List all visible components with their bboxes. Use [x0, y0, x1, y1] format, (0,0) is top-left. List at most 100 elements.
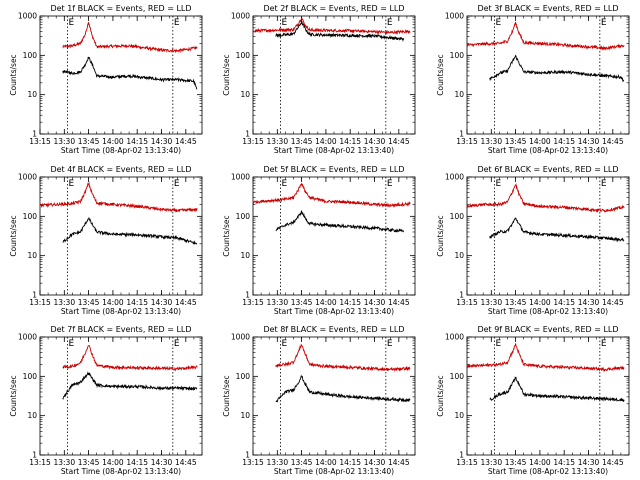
y-tick-label: 1000 [231, 12, 250, 21]
x-tick-label: 13:45 [78, 298, 100, 307]
x-tick-label: 14:15 [553, 458, 575, 467]
y-tick-label: 1 [245, 451, 250, 460]
x-tick-label: 13:45 [291, 298, 313, 307]
events-series-line [275, 20, 405, 42]
panel-det-3f: Det 3f BLACK = Events, RED = LLD 1 10 100 10… [436, 4, 630, 155]
panel-title: Det 2f BLACK = Events, RED = LLD [263, 4, 404, 13]
x-tick-label: 14:15 [339, 137, 361, 146]
x-axis-label: Start Time (08-Apr-02 13:13:40) [274, 467, 394, 476]
events-series-line [489, 217, 625, 243]
y-tick-label: 1000 [231, 333, 250, 342]
x-tick-label: 13:45 [291, 458, 313, 467]
x-tick-label: 14:30 [364, 298, 386, 307]
y-tick-label: 10 [27, 90, 37, 99]
event-marker-label: E [496, 339, 502, 349]
y-tick-label: 100 [23, 212, 38, 221]
y-tick-label: 1000 [18, 173, 37, 182]
y-tick-label: 100 [236, 212, 251, 221]
x-tick-label: 14:00 [102, 298, 124, 307]
lld-series-line [252, 17, 411, 36]
y-tick-label: 10 [454, 90, 464, 99]
y-tick-label: 100 [450, 51, 465, 60]
lld-series-line [62, 22, 198, 54]
x-tick-label: 14:30 [578, 298, 600, 307]
event-marker-label: E [69, 18, 75, 28]
y-tick-label: 10 [454, 251, 464, 260]
lld-series-line [466, 183, 625, 213]
lld-series-line [275, 343, 411, 373]
x-tick-label: 13:30 [53, 137, 75, 146]
events-series-line [62, 56, 198, 90]
y-tick-label: 1000 [231, 173, 250, 182]
x-tick-label: 13:15 [29, 458, 51, 467]
x-tick-label: 14:45 [388, 137, 410, 146]
x-tick-label: 14:45 [175, 298, 197, 307]
x-tick-label: 14:30 [151, 458, 173, 467]
panel-title: Det 1f BLACK = Events, RED = LLD [50, 4, 191, 13]
x-tick-label: 13:15 [29, 298, 51, 307]
x-tick-label: 13:30 [266, 137, 288, 146]
y-tick-label: 1 [245, 291, 250, 300]
y-axis-label: Counts/sec [436, 215, 445, 256]
y-axis-label: Counts/sec [222, 54, 231, 95]
x-tick-label: 13:15 [29, 137, 51, 146]
panel-title: Det 6f BLACK = Events, RED = LLD [477, 165, 618, 174]
x-tick-label: 13:45 [505, 298, 527, 307]
event-marker-label: E [69, 339, 75, 349]
panel-title: Det 8f BLACK = Events, RED = LLD [263, 325, 404, 334]
event-marker-label: E [174, 179, 180, 189]
x-tick-label: 14:30 [364, 137, 386, 146]
y-tick-label: 1 [459, 451, 464, 460]
y-tick-label: 1000 [18, 12, 37, 21]
y-tick-label: 1000 [445, 12, 464, 21]
panel-title: Det 7f BLACK = Events, RED = LLD [50, 325, 191, 334]
x-tick-label: 14:00 [529, 298, 551, 307]
x-tick-label: 14:00 [315, 458, 337, 467]
x-tick-label: 14:00 [315, 137, 337, 146]
x-tick-label: 14:45 [175, 458, 197, 467]
panel-det-7f: Det 7f BLACK = Events, RED = LLD 1 10 100 10… [9, 325, 203, 476]
x-tick-label: 14:45 [388, 458, 410, 467]
event-marker-label: E [282, 339, 288, 349]
x-tick-label: 14:30 [364, 458, 386, 467]
events-series-line [62, 371, 198, 401]
x-tick-label: 14:30 [151, 137, 173, 146]
panel-det-2f: Det 2f BLACK = Events, RED = LLD 1 10 100 10… [222, 4, 416, 155]
y-axis-label: Counts/sec [222, 215, 231, 256]
x-tick-label: 13:45 [78, 458, 100, 467]
x-tick-label: 14:30 [151, 298, 173, 307]
lld-series-line [466, 343, 625, 372]
events-series-line [489, 54, 625, 83]
y-tick-label: 10 [240, 411, 250, 420]
x-axis-label: Start Time (08-Apr-02 13:13:40) [274, 307, 394, 316]
x-tick-label: 14:45 [602, 298, 624, 307]
x-tick-label: 13:30 [480, 137, 502, 146]
lld-series-line [252, 182, 411, 208]
x-tick-label: 14:00 [529, 137, 551, 146]
x-tick-label: 14:45 [388, 298, 410, 307]
y-tick-label: 10 [454, 411, 464, 420]
panel-title: Det 9f BLACK = Events, RED = LLD [477, 325, 618, 334]
event-marker-label: E [174, 18, 180, 28]
panel-title: Det 4f BLACK = Events, RED = LLD [50, 165, 191, 174]
plot-frame [39, 176, 203, 296]
x-tick-label: 13:15 [242, 458, 264, 467]
panel-det-4f: Det 4f BLACK = Events, RED = LLD 1 10 100 10… [9, 165, 203, 316]
y-tick-label: 1000 [18, 333, 37, 342]
y-tick-label: 10 [27, 411, 37, 420]
x-tick-label: 13:45 [78, 137, 100, 146]
y-tick-label: 1000 [445, 333, 464, 342]
x-tick-label: 14:45 [175, 137, 197, 146]
x-axis-label: Start Time (08-Apr-02 13:13:40) [488, 307, 608, 316]
y-tick-label: 1 [32, 451, 37, 460]
x-tick-label: 13:15 [456, 458, 478, 467]
y-tick-label: 1 [245, 130, 250, 139]
x-tick-label: 13:15 [242, 137, 264, 146]
x-tick-label: 14:00 [102, 137, 124, 146]
y-tick-label: 1 [459, 291, 464, 300]
lld-series-line [466, 21, 625, 51]
x-tick-label: 14:15 [553, 137, 575, 146]
x-tick-label: 14:15 [339, 298, 361, 307]
event-marker-label: E [496, 179, 502, 189]
